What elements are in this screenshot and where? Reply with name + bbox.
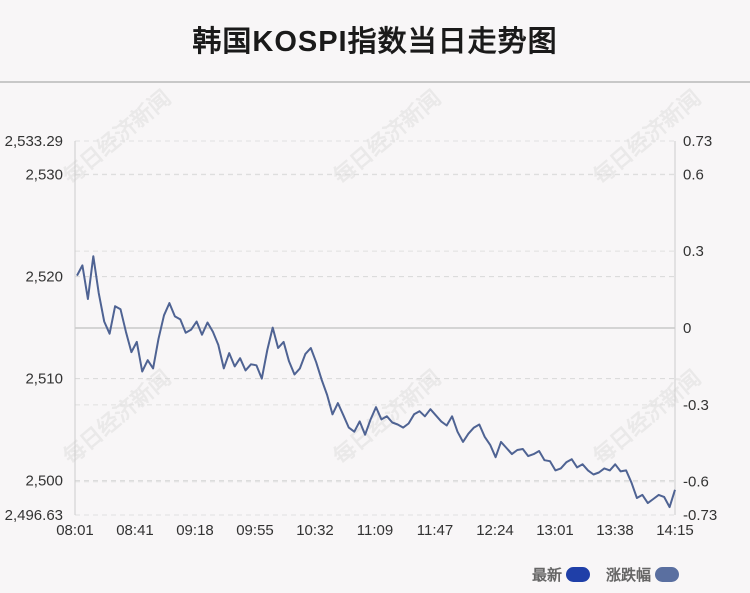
legend-label-latest: 最新 [532, 566, 563, 584]
x-tick-label: 08:01 [56, 522, 94, 539]
y-left-tick-label: 2,530 [25, 167, 63, 184]
y-right-tick-label: 0.3 [683, 243, 704, 260]
x-tick-label: 08:41 [116, 522, 154, 539]
y-right-tick-label: -0.3 [683, 397, 709, 414]
y-left-tick-label: 2,533.29 [5, 133, 63, 150]
x-tick-label: 11:09 [357, 522, 393, 539]
title-divider [0, 81, 750, 83]
y-left-tick-label: 2,510 [25, 371, 63, 388]
x-tick-label: 09:55 [236, 522, 274, 539]
legend-label-change: 涨跌幅 [606, 566, 652, 584]
x-tick-label: 13:01 [536, 522, 574, 539]
legend-swatch-latest [566, 566, 591, 582]
y-left-tick-label: 2,496.63 [5, 507, 63, 524]
x-tick-label: 12:24 [476, 522, 514, 539]
series-line-latest [76, 255, 676, 509]
y-left-tick-label: 2,520 [25, 269, 63, 286]
x-tick-label: 13:38 [596, 522, 634, 539]
y-left-tick-label: 2,500 [25, 473, 63, 490]
x-tick-label: 09:18 [176, 522, 214, 539]
y-right-tick-label: 0.73 [683, 133, 712, 150]
x-tick-label: 14:15 [656, 522, 694, 539]
x-tick-label: 10:32 [296, 522, 334, 539]
y-right-tick-label: 0.6 [683, 166, 704, 183]
x-tick-label: 11:47 [417, 522, 453, 539]
y-right-tick-label: -0.6 [683, 474, 709, 491]
legend-item-latest[interactable]: 最新 [532, 564, 591, 584]
y-right-tick-label: 0 [683, 320, 691, 337]
legend-swatch-change [655, 566, 680, 582]
y-right-tick-label: -0.73 [683, 507, 717, 524]
legend-item-change[interactable]: 涨跌幅 [606, 564, 680, 584]
chart-title: 韩国KOSPI指数当日走势图 [192, 26, 558, 58]
